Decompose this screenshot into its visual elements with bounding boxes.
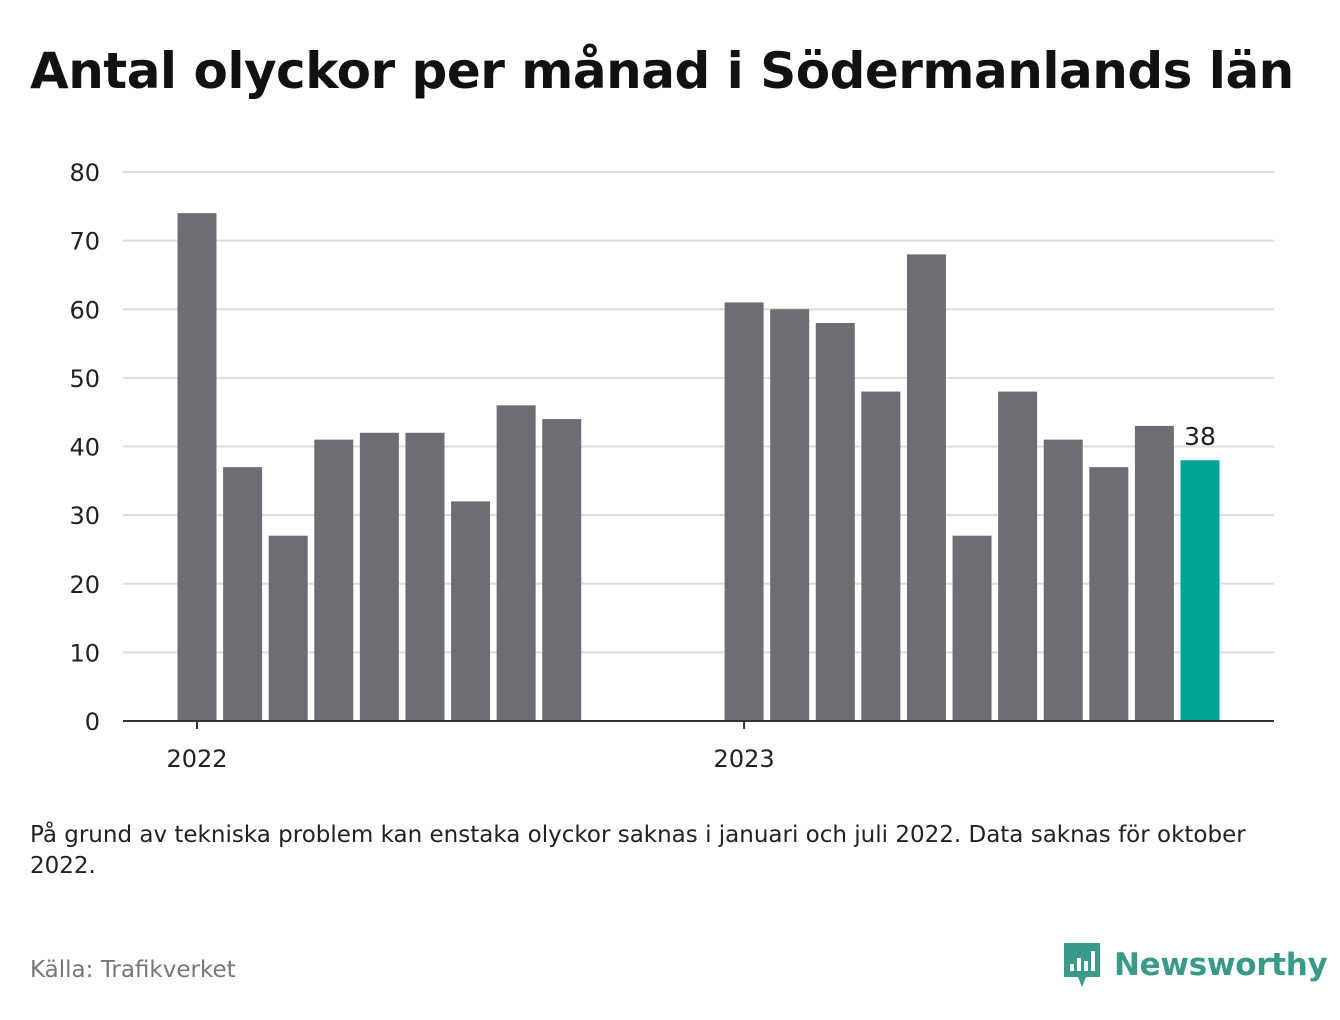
y-tick-label: 20 <box>69 571 100 599</box>
bar-2023-05 <box>906 254 946 721</box>
bar-2023-10 <box>1134 425 1174 721</box>
y-tick-label: 50 <box>69 365 100 393</box>
bar-2023-04 <box>861 391 901 721</box>
brand-name: Newsworthy <box>1114 947 1328 983</box>
bar-2023-07 <box>998 391 1038 721</box>
y-tick-label: 60 <box>69 296 100 324</box>
bar-2023-06 <box>952 535 992 721</box>
y-tick-label: 0 <box>85 708 100 736</box>
newsworthy-brand[interactable]: Newsworthy <box>1062 940 1328 990</box>
bar-2023-03 <box>815 322 855 721</box>
highlight-value-label: 38 <box>1184 422 1216 451</box>
bar-2023-02 <box>770 309 810 721</box>
bar-2023-01 <box>724 302 764 721</box>
y-tick-label: 80 <box>69 159 100 187</box>
bar-2022-01 <box>177 213 217 722</box>
x-tick-label: 2023 <box>714 745 775 773</box>
chart-title: Antal olyckor per månad i Södermanlands … <box>30 42 1294 100</box>
bar-chart: 0 10 20 30 40 50 60 70 80 2022 2023 38 <box>69 159 1274 773</box>
y-tick-label: 30 <box>69 502 100 530</box>
bar-2023-08 <box>1043 439 1083 721</box>
bar-2022-07 <box>451 501 491 721</box>
bar-2022-05 <box>359 432 399 721</box>
bar-2023-09 <box>1089 467 1129 721</box>
newsworthy-logo-icon <box>1064 943 1100 987</box>
bar-2023-11 <box>1180 460 1220 721</box>
bar-2022-06 <box>405 432 445 721</box>
chart-footnote: På grund av tekniska problem kan enstaka… <box>30 822 1246 879</box>
bar-2022-03 <box>268 535 308 721</box>
source-label: Källa: Trafikverket <box>30 957 236 983</box>
bar-2022-04 <box>314 439 354 721</box>
y-tick-label: 70 <box>69 228 100 256</box>
bar-2022-08 <box>496 405 536 721</box>
y-tick-label: 10 <box>69 639 100 667</box>
x-tick-label: 2022 <box>166 745 227 773</box>
y-tick-label: 40 <box>69 434 100 462</box>
bar-2022-09 <box>542 419 582 721</box>
bar-2022-02 <box>223 467 263 721</box>
